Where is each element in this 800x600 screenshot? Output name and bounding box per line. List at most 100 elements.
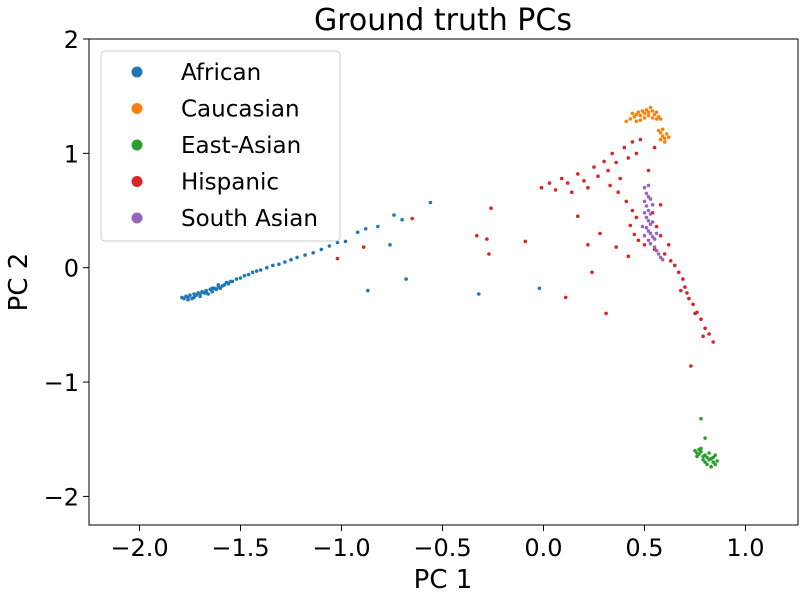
- data-point: [596, 174, 600, 178]
- legend-marker: [131, 66, 143, 78]
- y-axis: −2 −1 0 1 2: [44, 26, 89, 511]
- data-point: [404, 277, 408, 281]
- data-point: [363, 227, 368, 231]
- data-point: [642, 185, 647, 190]
- data-point: [638, 118, 643, 122]
- data-point: [689, 364, 693, 368]
- data-point: [648, 212, 653, 216]
- data-point: [188, 293, 192, 298]
- data-point: [590, 270, 594, 275]
- data-point: [376, 224, 380, 229]
- data-point: [636, 238, 641, 243]
- data-point: [192, 295, 196, 300]
- data-point: [630, 208, 635, 213]
- data-point: [646, 238, 651, 243]
- data-point: [642, 199, 647, 204]
- data-point: [537, 286, 542, 291]
- data-point: [570, 190, 574, 194]
- data-point: [638, 137, 643, 142]
- data-point: [355, 230, 360, 235]
- plot-area: [180, 105, 719, 469]
- x-axis-label: PC 1: [414, 565, 473, 595]
- y-tick-label: −2: [44, 483, 79, 511]
- data-point: [654, 117, 659, 121]
- data-point: [656, 252, 661, 256]
- data-point: [254, 269, 259, 273]
- data-point: [477, 292, 481, 296]
- x-tick-label: 0.0: [524, 534, 562, 562]
- data-point: [683, 285, 687, 289]
- x-tick-label: −1.5: [211, 534, 269, 562]
- data-point: [186, 297, 190, 302]
- data-point: [366, 288, 370, 293]
- data-point: [646, 113, 651, 118]
- data-point: [658, 131, 663, 135]
- data-point: [539, 185, 544, 190]
- legend: African Caucasian East-Asian Hispanic South …: [100, 50, 341, 242]
- data-point: [677, 270, 681, 275]
- data-point: [703, 326, 707, 331]
- data-point: [632, 232, 637, 237]
- x-tick-label: 0.5: [625, 534, 663, 562]
- legend-marker: [131, 139, 143, 151]
- x-tick-label: −0.5: [413, 534, 471, 562]
- data-point: [648, 241, 653, 246]
- x-tick-label: −1.0: [312, 534, 370, 562]
- data-point: [646, 219, 651, 223]
- legend-label: Caucasian: [181, 97, 300, 123]
- data-point: [210, 289, 214, 294]
- data-point: [624, 199, 629, 204]
- data-point: [681, 277, 685, 281]
- data-point: [392, 213, 396, 217]
- data-point: [685, 291, 689, 295]
- data-point: [610, 151, 614, 156]
- x-tick-label: 1.0: [726, 534, 764, 562]
- data-point: [182, 296, 186, 301]
- data-point: [628, 223, 633, 228]
- data-point: [658, 117, 663, 121]
- data-point: [559, 176, 564, 181]
- data-point: [228, 279, 233, 284]
- legend-label: African: [181, 60, 261, 86]
- data-point: [388, 243, 392, 247]
- series-caucasian: [624, 105, 671, 144]
- data-point: [699, 416, 703, 421]
- data-point: [608, 183, 612, 188]
- y-axis-label: PC 2: [4, 253, 34, 312]
- data-point: [662, 136, 667, 141]
- data-point: [630, 140, 635, 144]
- data-point: [626, 254, 631, 259]
- data-point: [487, 252, 491, 256]
- data-point: [707, 451, 711, 455]
- data-point: [660, 127, 665, 132]
- data-point: [642, 233, 647, 238]
- data-point: [646, 110, 651, 114]
- data-point: [648, 222, 653, 227]
- data-point: [662, 140, 667, 144]
- data-point: [622, 145, 627, 150]
- data-point: [646, 183, 651, 188]
- plot-frame: [88, 38, 799, 526]
- data-point: [642, 116, 647, 120]
- data-point: [707, 332, 711, 336]
- data-point: [489, 206, 493, 210]
- data-point: [234, 277, 239, 281]
- data-point: [335, 256, 340, 261]
- data-point: [335, 240, 340, 245]
- data-point: [586, 243, 590, 247]
- data-point: [475, 233, 479, 238]
- y-tick-label: 2: [64, 26, 79, 54]
- data-point: [652, 245, 657, 249]
- data-point: [642, 111, 647, 116]
- data-point: [428, 200, 433, 205]
- data-point: [210, 286, 214, 291]
- data-point: [258, 268, 263, 272]
- data-point: [283, 260, 287, 264]
- data-point: [198, 292, 202, 296]
- data-point: [687, 296, 691, 301]
- data-point: [628, 117, 633, 121]
- data-point: [204, 291, 208, 295]
- data-point: [265, 265, 269, 270]
- data-point: [644, 215, 649, 220]
- data-point: [699, 317, 703, 322]
